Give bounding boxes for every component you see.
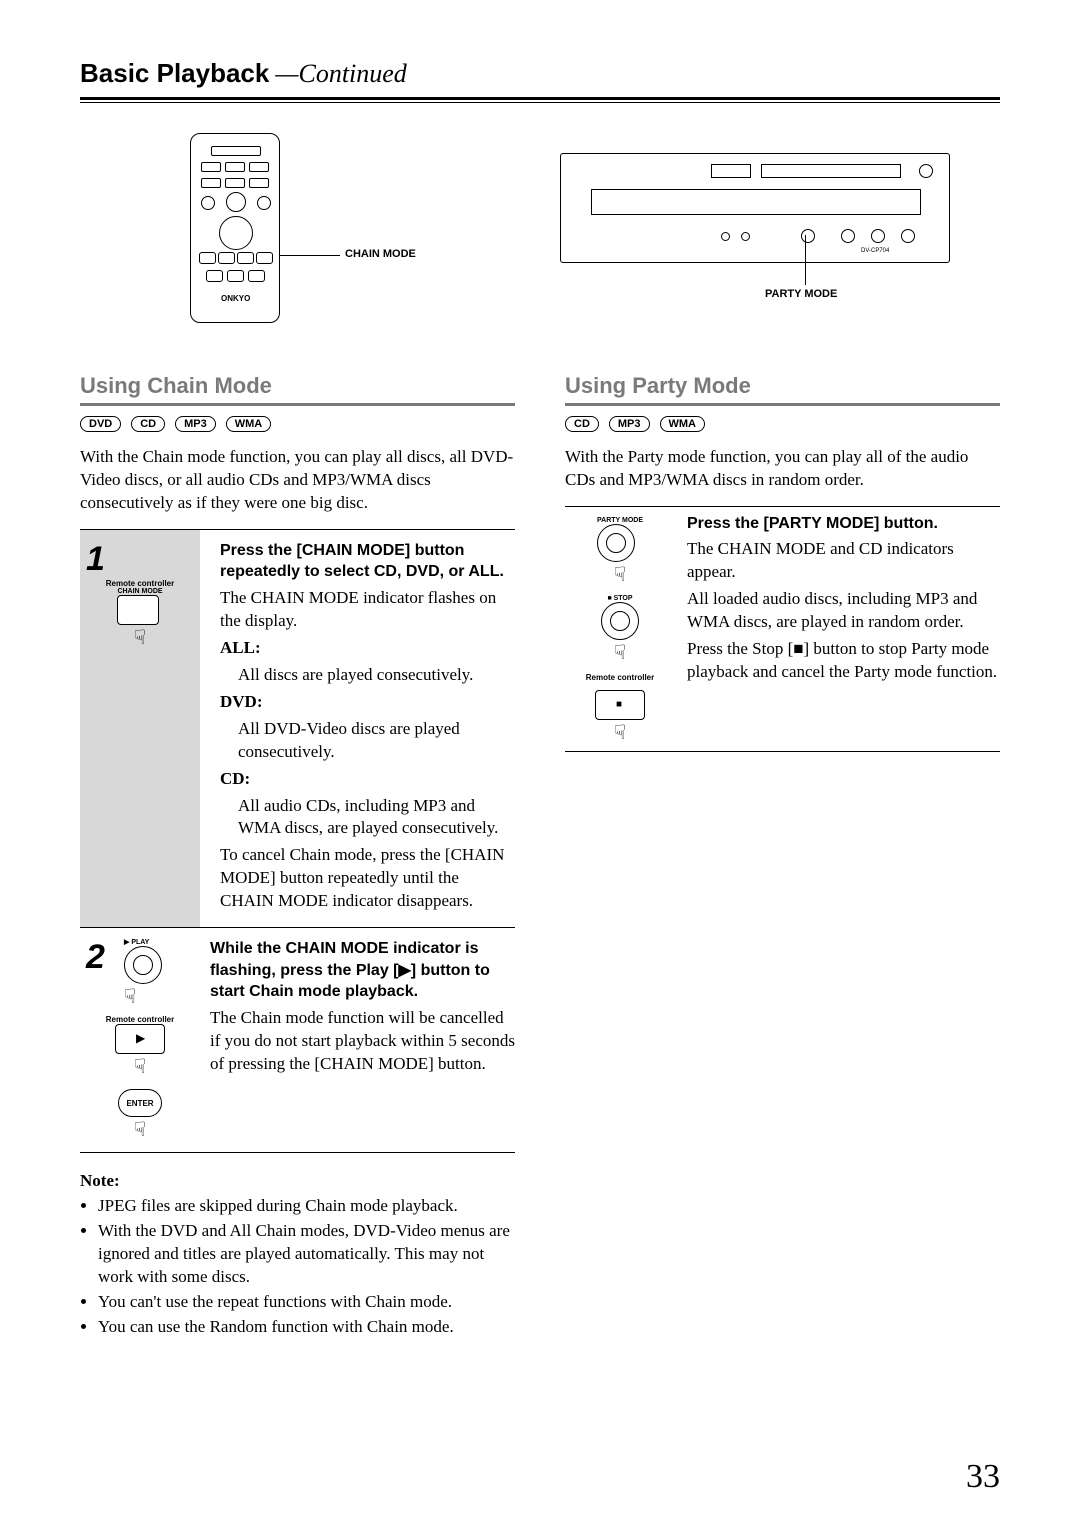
player-diagram: DV-CP704 PARTY MODE: [560, 153, 950, 303]
party-step: PARTY MODE ☟ ■ STOP ☟ Remote controller …: [565, 506, 1000, 752]
party-bold: Press the [PARTY MODE] button.: [687, 513, 1000, 535]
chain-step1-cd-h: CD:: [220, 769, 250, 788]
hand-icon: ☟: [124, 984, 162, 1009]
enter-label: ENTER: [126, 1099, 153, 1108]
chain-step1-p2: To cancel Chain mode, press the [CHAIN M…: [220, 844, 511, 913]
hand-icon: ☟: [134, 1054, 146, 1079]
chain-mode-button-icon: [117, 595, 159, 625]
hand-icon: ☟: [117, 625, 162, 650]
note-item: JPEG files are skipped during Chain mode…: [98, 1195, 515, 1218]
party-mode-heading: Using Party Mode: [565, 373, 1000, 406]
player-callout-line: [805, 235, 806, 285]
chain-step2-num: 2: [86, 938, 114, 1009]
hand-icon: ☟: [601, 640, 639, 665]
device-diagram-row: ONKYO CHAIN MODE DV-CP704 PARTY MODE: [80, 133, 1000, 323]
remote-callout-label: CHAIN MODE: [345, 248, 416, 260]
chain-step-2: 2 ▶ PLAY ☟ Remote controller ▶ ☟ ENTER ☟: [80, 927, 515, 1152]
badge-wma: WMA: [660, 416, 706, 432]
chain-step1-remote-label: Remote controller: [106, 579, 174, 588]
party-p2: All loaded audio discs, including MP3 an…: [687, 588, 1000, 634]
hand-icon: ☟: [134, 1117, 146, 1142]
party-format-badges: CD MP3 WMA: [565, 416, 1000, 432]
note-item: With the DVD and All Chain modes, DVD-Vi…: [98, 1220, 515, 1289]
chain-step1-num: 1: [86, 540, 114, 579]
title-rule-thin: [80, 102, 1000, 103]
remote-play-btn-icon: ▶: [115, 1024, 165, 1054]
chain-step1-bold: Press the [CHAIN MODE] button repeatedly…: [220, 540, 511, 583]
chain-step2-p1: The Chain mode function will be cancelle…: [210, 1007, 515, 1076]
chain-step-box: 1 Remote controller CHAIN MODE ☟ Press t…: [80, 529, 515, 1153]
stop-btn-label: ■ STOP: [601, 595, 639, 602]
chain-step1-dvd-t: All DVD-Video discs are played consecuti…: [220, 718, 511, 764]
chain-step1-all-h: ALL:: [220, 638, 261, 657]
party-mode-btn-label: PARTY MODE: [597, 517, 643, 524]
badge-cd: CD: [565, 416, 599, 432]
chain-format-badges: DVD CD MP3 WMA: [80, 416, 515, 432]
chain-step1-left: 1 Remote controller CHAIN MODE ☟: [80, 530, 200, 927]
party-mode-column: Using Party Mode CD MP3 WMA With the Par…: [565, 373, 1000, 1341]
badge-wma: WMA: [226, 416, 272, 432]
chain-mode-column: Using Chain Mode DVD CD MP3 WMA With the…: [80, 373, 515, 1341]
page-title: Basic Playback: [80, 58, 269, 89]
remote-stop-btn-icon: ■: [595, 690, 645, 720]
enter-button-icon: ENTER: [118, 1089, 162, 1117]
chain-step-1: 1 Remote controller CHAIN MODE ☟ Press t…: [80, 530, 515, 927]
chain-step2-bold: While the CHAIN MODE indicator is flashi…: [210, 938, 515, 1003]
chain-step1-btn-label: CHAIN MODE: [117, 588, 162, 595]
party-p1: The CHAIN MODE and CD indicators appear.: [687, 538, 1000, 584]
chain-step2-content: While the CHAIN MODE indicator is flashi…: [210, 938, 515, 1142]
party-remote-label: Remote controller: [586, 673, 654, 682]
chain-step1-cd-t: All audio CDs, including MP3 and WMA dis…: [220, 795, 511, 841]
party-step-content: Press the [PARTY MODE] button. The CHAIN…: [687, 513, 1000, 745]
chain-step1-dvd-h: DVD:: [220, 692, 263, 711]
stop-button-icon: [601, 602, 639, 640]
page-title-row: Basic Playback —Continued: [80, 58, 1000, 89]
page-title-continued: —Continued: [275, 59, 406, 89]
remote-diagram: ONKYO CHAIN MODE: [190, 133, 360, 323]
chain-intro: With the Chain mode function, you can pl…: [80, 446, 515, 515]
chain-step1-p1: The CHAIN MODE indicator flashes on the …: [220, 587, 511, 633]
party-intro: With the Party mode function, you can pl…: [565, 446, 1000, 492]
chain-mode-heading: Using Chain Mode: [80, 373, 515, 406]
badge-dvd: DVD: [80, 416, 121, 432]
badge-mp3: MP3: [175, 416, 216, 432]
note-item: You can't use the repeat functions with …: [98, 1291, 515, 1314]
chain-step1-all-t: All discs are played consecutively.: [220, 664, 511, 687]
title-rule-thick: [80, 97, 1000, 100]
party-mode-button-icon: [597, 524, 635, 562]
player-callout-label: PARTY MODE: [765, 288, 837, 300]
party-p3: Press the Stop [■] button to stop Party …: [687, 638, 1000, 684]
note-heading: Note:: [80, 1171, 515, 1191]
hand-icon: ☟: [597, 562, 643, 587]
party-step-icons: PARTY MODE ☟ ■ STOP ☟ Remote controller …: [565, 513, 675, 745]
hand-icon: ☟: [595, 720, 645, 745]
play-button-icon: [124, 946, 162, 984]
remote-callout-line: [280, 255, 340, 256]
note-item: You can use the Random function with Cha…: [98, 1316, 515, 1339]
player-body: DV-CP704: [560, 153, 950, 263]
chain-step1-content: Press the [CHAIN MODE] button repeatedly…: [210, 530, 515, 927]
badge-mp3: MP3: [609, 416, 650, 432]
play-label: PLAY: [131, 939, 149, 946]
content-columns: Using Chain Mode DVD CD MP3 WMA With the…: [80, 373, 1000, 1341]
remote-body: ONKYO: [190, 133, 280, 323]
page-number: 33: [966, 1458, 1000, 1496]
chain-step2-remote-label: Remote controller: [106, 1015, 174, 1024]
note-list: JPEG files are skipped during Chain mode…: [80, 1195, 515, 1339]
badge-cd: CD: [131, 416, 165, 432]
